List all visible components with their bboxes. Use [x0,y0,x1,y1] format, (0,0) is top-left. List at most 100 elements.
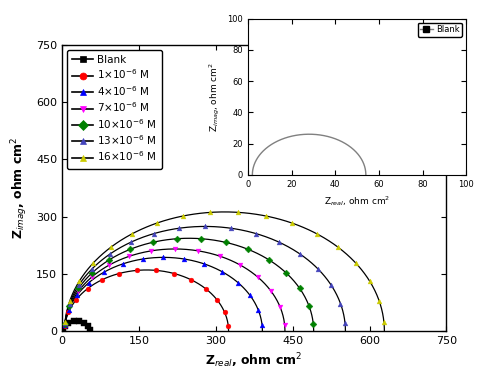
Point [75,318,83,324]
Point [219,269,227,275]
Point [258,322,266,328]
Point [267,288,275,294]
Point [73,292,81,298]
Y-axis label: Z$_{imag}$, ohm cm$^2$: Z$_{imag}$, ohm cm$^2$ [10,137,30,239]
Point [64,310,72,315]
Point [305,302,313,308]
Point [160,254,168,260]
Point [222,240,230,246]
Point [126,240,134,246]
Point [296,285,304,291]
Point [201,286,209,292]
Point [98,277,106,283]
Point [125,253,133,259]
Point [237,262,245,268]
Point [216,253,224,259]
Point [235,209,243,215]
Point [86,327,94,333]
Point [227,225,235,231]
Point [106,251,114,257]
Point [380,318,388,324]
Point [265,257,273,263]
Point [61,322,69,328]
Point [66,298,74,304]
Point [147,248,155,254]
Point [115,270,123,276]
Point [153,220,161,226]
Point [262,213,270,219]
Point [171,246,179,252]
Point [119,261,126,267]
Point [105,257,113,263]
Point [65,302,73,308]
Point [61,321,69,327]
Point [88,266,96,272]
Point [61,320,69,326]
Point [254,307,262,313]
Point [206,209,214,215]
Point [133,267,141,273]
Point [84,286,92,292]
Point [72,297,80,303]
Point [175,225,183,231]
Point [150,231,158,237]
Point [126,247,134,253]
Point [312,231,320,237]
Point [59,327,67,333]
Point [88,270,96,276]
Point [327,282,335,288]
Point [105,262,113,268]
Point [65,301,73,307]
Point [341,320,349,326]
Point [221,310,229,315]
Point [194,248,202,254]
Point [352,260,360,266]
Point [201,224,209,230]
Point [128,231,136,237]
Point [74,285,82,291]
Point [336,301,344,307]
Point [314,266,322,272]
Point [61,323,69,329]
Point [61,321,69,327]
Point [245,247,252,253]
Point [64,320,72,326]
Point [65,307,73,313]
Point [366,278,374,284]
Point [234,280,242,286]
Point [296,251,304,257]
Point [275,240,283,246]
Point [138,256,146,262]
Point [170,270,178,276]
Point [61,318,69,324]
Point [213,297,221,303]
Point [65,304,73,310]
X-axis label: Z$_{real}$, ohm cm$^2$: Z$_{real}$, ohm cm$^2$ [205,352,303,370]
Point [80,320,88,326]
Point [61,323,68,329]
Point [246,292,254,298]
Point [375,298,383,304]
Point [276,304,284,310]
Point [75,282,83,288]
Point [89,260,97,266]
Point [107,244,115,250]
Point [173,236,181,242]
Point [88,274,96,280]
Point [288,220,296,226]
Point [152,267,160,273]
Point [334,244,342,250]
Point [224,323,232,329]
X-axis label: Z$_{real}$, ohm cm$^2$: Z$_{real}$, ohm cm$^2$ [324,194,390,208]
Point [310,321,317,327]
Point [252,231,260,237]
Legend: Blank: Blank [418,23,462,37]
Point [187,277,195,283]
Point [282,270,290,276]
Y-axis label: Z$_{imag}$, ohm cm$^2$: Z$_{imag}$, ohm cm$^2$ [207,62,222,132]
Point [179,213,187,219]
Point [197,236,205,242]
Point [254,274,262,280]
Legend: Blank, 1×10$^{-6}$ M, 4×10$^{-6}$ M, 7×10$^{-6}$ M, 10×10$^{-6}$ M, 13×10$^{-6}$: Blank, 1×10$^{-6}$ M, 4×10$^{-6}$ M, 7×1… [67,50,162,169]
Point [69,318,77,324]
